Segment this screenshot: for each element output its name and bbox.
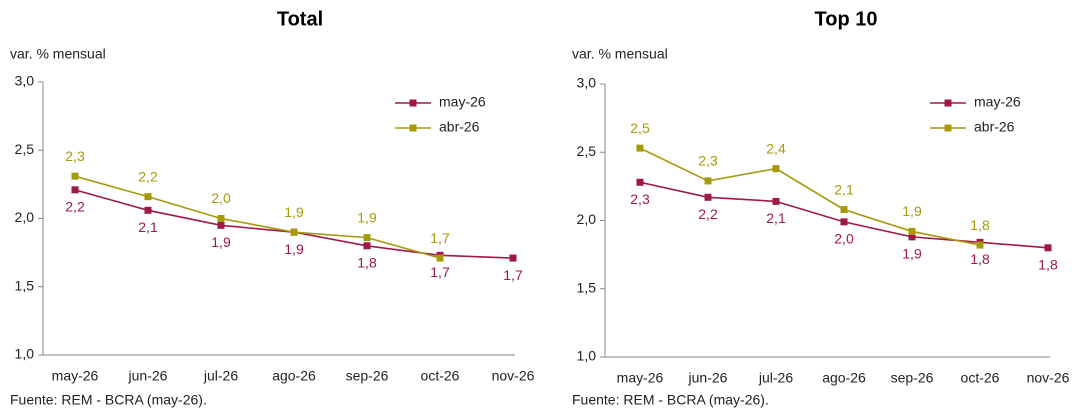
- data-label: 2,4: [766, 140, 786, 156]
- x-tick-label: jun-26: [688, 370, 728, 386]
- point: [840, 218, 848, 226]
- x-tick-label: sep-26: [891, 370, 934, 386]
- data-label: 2,3: [630, 191, 650, 207]
- y-tick-label: 2,0: [15, 209, 35, 225]
- x-tick-label: jul-26: [758, 370, 793, 386]
- data-label: 2,1: [138, 219, 158, 235]
- x-tick-label: jun-26: [128, 368, 168, 384]
- x-tick-label: may-26: [52, 368, 99, 384]
- chart-title: Total: [277, 8, 323, 30]
- x-tick-label: oct-26: [961, 370, 1000, 386]
- legend-marker: [409, 124, 417, 132]
- source: Fuente: REM - BCRA (may-26).: [10, 392, 207, 408]
- data-label: 2,0: [211, 190, 231, 206]
- y-tick-label: 2,5: [15, 141, 35, 157]
- x-tick-label: ago-26: [822, 370, 866, 386]
- point: [772, 197, 780, 205]
- point: [436, 254, 444, 262]
- point: [363, 242, 371, 250]
- y-axis-title: var. % mensual: [572, 46, 668, 62]
- chart-title: Top 10: [815, 8, 878, 30]
- legend-label: may-26: [974, 94, 1021, 110]
- x-tick-label: may-26: [617, 370, 664, 386]
- point: [704, 193, 712, 201]
- point: [71, 186, 79, 194]
- point: [1044, 244, 1052, 252]
- y-tick-label: 1,5: [577, 279, 597, 295]
- point: [908, 233, 916, 241]
- legend-marker: [944, 99, 952, 107]
- data-label: 2,1: [766, 210, 786, 226]
- data-label: 1,8: [970, 217, 990, 233]
- point: [217, 215, 225, 222]
- x-tick-label: jul-26: [203, 368, 238, 384]
- y-tick-label: 2,5: [577, 143, 597, 159]
- point: [363, 234, 371, 242]
- data-label: 1,9: [902, 203, 922, 219]
- x-tick-label: nov-26: [1027, 370, 1070, 386]
- data-label: 2,3: [65, 148, 85, 164]
- data-label: 2,5: [630, 120, 650, 136]
- y-tick-label: 1,0: [577, 348, 597, 364]
- point: [144, 206, 152, 214]
- data-label: 2,0: [834, 231, 854, 247]
- data-label: 1,7: [430, 264, 450, 280]
- data-label: 1,9: [211, 234, 231, 250]
- source: Fuente: REM - BCRA (may-26).: [572, 392, 769, 408]
- x-tick-label: nov-26: [492, 368, 535, 384]
- point: [840, 206, 848, 214]
- point: [636, 178, 644, 186]
- point: [217, 221, 225, 229]
- y-tick-label: 1,5: [15, 277, 35, 293]
- data-label: 2,1: [834, 181, 854, 197]
- point: [144, 193, 152, 201]
- data-label: 1,9: [357, 209, 377, 225]
- legend-label: abr-26: [439, 119, 480, 135]
- data-label: 2,2: [698, 206, 718, 222]
- data-label: 1,8: [357, 255, 377, 271]
- legend-marker: [944, 124, 952, 132]
- series-line: [74, 175, 441, 259]
- point: [290, 228, 298, 236]
- y-axis-title: var. % mensual: [10, 46, 106, 62]
- y-tick-label: 2,0: [577, 211, 597, 227]
- point: [976, 241, 984, 249]
- point: [908, 227, 916, 235]
- data-label: 1,7: [503, 267, 523, 283]
- x-tick-label: ago-26: [272, 368, 316, 384]
- point: [71, 172, 79, 180]
- legend-marker: [409, 99, 417, 107]
- data-label: 1,9: [284, 204, 304, 220]
- y-tick-label: 1,0: [15, 346, 35, 362]
- y-tick-label: 3,0: [577, 75, 597, 91]
- data-label: 1,9: [902, 246, 922, 262]
- data-label: 2,2: [65, 199, 85, 215]
- y-tick-label: 3,0: [15, 73, 35, 89]
- legend-label: may-26: [439, 94, 486, 110]
- data-label: 2,3: [698, 153, 718, 169]
- data-label: 1,8: [970, 251, 990, 267]
- data-label: 2,2: [138, 168, 158, 184]
- data-label: 1,7: [430, 230, 450, 246]
- series-line: [639, 147, 981, 246]
- data-label: 1,8: [1038, 257, 1058, 273]
- x-tick-label: sep-26: [346, 368, 389, 384]
- data-label: 1,9: [284, 241, 304, 257]
- legend-label: abr-26: [974, 119, 1015, 135]
- point: [704, 177, 712, 185]
- x-tick-label: oct-26: [421, 368, 460, 384]
- point: [636, 144, 644, 152]
- point: [509, 254, 517, 262]
- point: [772, 165, 780, 173]
